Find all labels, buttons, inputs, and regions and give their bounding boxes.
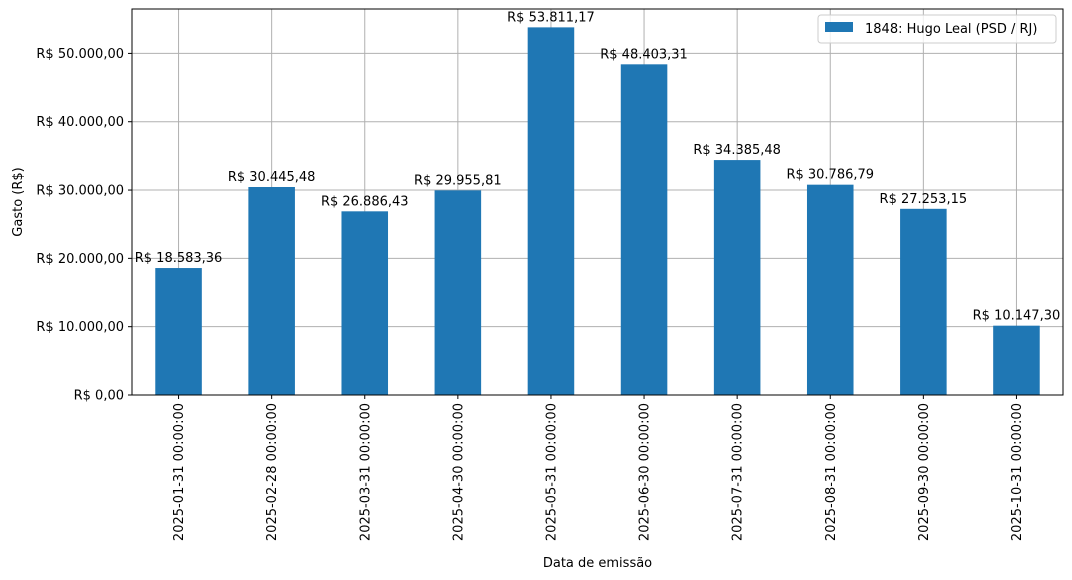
x-tick-label: 2025-02-28 00:00:00 [265, 403, 280, 541]
bar-value-label: R$ 27.253,15 [880, 192, 968, 207]
bar [527, 27, 575, 396]
y-tick-label: R$ 50.000,00 [36, 47, 124, 62]
bar-value-label: R$ 34.385,48 [693, 143, 781, 158]
y-tick-label: R$ 30.000,00 [36, 184, 124, 199]
bar-value-label: R$ 18.583,36 [135, 251, 223, 266]
x-axis-tick-labels: 2025-01-31 00:00:00 2025-02-28 00:00:00 20… [172, 403, 1025, 541]
axis-ticks [128, 52, 1017, 399]
bar-value-labels: R$ 18.583,36 R$ 30.445,48 R$ 26.886,43 R$ 2… [135, 10, 1061, 323]
legend: 1848: Hugo Leal (PSD / RJ) [817, 14, 1057, 44]
y-tick-label: R$ 10.000,00 [36, 320, 124, 335]
bar-value-label: R$ 26.886,43 [321, 194, 409, 209]
x-axis-title: Data de emissão [543, 556, 652, 571]
legend-box [817, 14, 1057, 44]
legend-swatch [825, 22, 853, 32]
x-tick-label: 2025-09-30 00:00:00 [917, 403, 932, 541]
y-tick-label: R$ 0,00 [74, 389, 124, 404]
y-axis-tick-labels: R$ 0,00 R$ 10.000,00 R$ 20.000,00 R$ 30.000… [36, 47, 124, 404]
bar [155, 268, 202, 395]
x-tick-label: 2025-04-30 00:00:00 [451, 403, 466, 541]
x-tick-label: 2025-10-31 00:00:00 [1010, 403, 1025, 541]
bar [620, 64, 668, 396]
y-tick-label: R$ 20.000,00 [36, 252, 124, 267]
bar-value-label: R$ 48.403,31 [600, 47, 688, 62]
bar-value-label: R$ 29.955,81 [414, 173, 502, 188]
legend-label: 1848: Hugo Leal (PSD / RJ) [865, 22, 1037, 37]
bar [806, 184, 854, 395]
bar-value-label: R$ 30.445,48 [228, 170, 316, 185]
bar [341, 211, 389, 395]
bars [155, 27, 1040, 396]
bar [248, 187, 295, 395]
x-tick-label: 2025-08-31 00:00:00 [824, 403, 839, 541]
bar-value-label: R$ 30.786,79 [786, 168, 874, 183]
x-tick-label: 2025-07-31 00:00:00 [731, 403, 746, 541]
x-tick-label: 2025-01-31 00:00:00 [172, 403, 187, 541]
bar-value-label: R$ 10.147,30 [973, 309, 1061, 324]
x-tick-label: 2025-06-30 00:00:00 [638, 403, 653, 541]
bar [434, 190, 482, 395]
bar-value-label: R$ 53.811,17 [507, 10, 595, 25]
bar [713, 160, 761, 395]
y-axis-title: Gasto (R$) [11, 167, 26, 236]
x-tick-label: 2025-03-31 00:00:00 [358, 403, 373, 541]
x-tick-label: 2025-05-31 00:00:00 [544, 403, 559, 541]
y-tick-label: R$ 40.000,00 [36, 115, 124, 130]
bar [993, 325, 1040, 395]
bar [900, 208, 947, 395]
plot-area-frame [131, 8, 1064, 396]
